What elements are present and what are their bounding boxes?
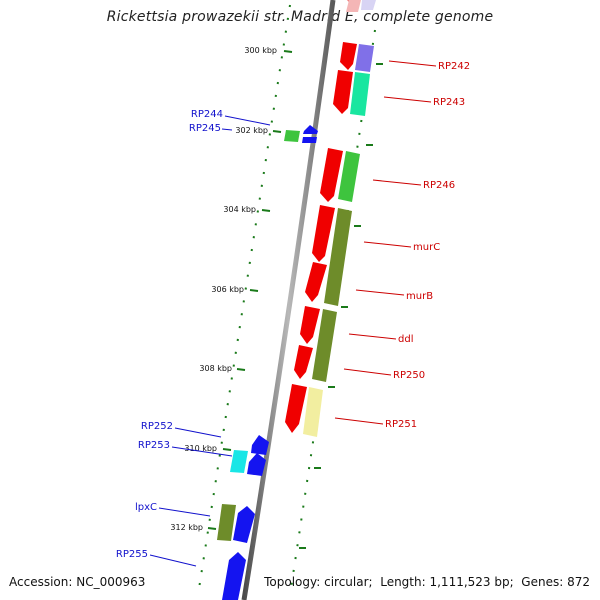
gene-label-RP242[interactable]: RP242 [438,61,470,72]
cog-box [303,387,323,437]
scale-tick-label: 302 kbp [235,126,268,135]
gene-label-RP252[interactable]: RP252 [141,421,173,432]
genome-title: Rickettsia prowazekii str. Madrid E, com… [106,9,494,25]
scale-tick-label: 306 kbp [211,285,244,294]
gene-arrow-murB[interactable] [305,262,327,302]
gene-label-RP245[interactable]: RP245 [189,123,221,134]
gene-label-lpxC[interactable]: lpxC [135,502,157,513]
forward-cog-boxes [217,130,300,541]
gene-arrow-RP252[interactable] [251,435,269,455]
scale-tick-mark [222,448,232,451]
gene-label-RP250[interactable]: RP250 [393,370,425,381]
genome-stats: Topology: circular; Length: 1,111,523 bp… [264,575,590,589]
gene-label-RP251[interactable]: RP251 [385,419,417,430]
genes-value: 872 [567,575,590,589]
label-leader-line [149,554,197,567]
scale-ticks: 300 kbp 302 kbp 304 kbp 306 kbp 308 kbp … [170,46,293,532]
outer-ring-ticks [299,63,383,549]
label-leader-line [224,115,271,126]
gene-label-RP246[interactable]: RP246 [423,180,455,191]
label-leader-line [158,507,211,517]
topology-label: Topology: [264,575,321,589]
gene-arrow-RP245[interactable] [302,137,317,143]
gene-arrow-RP251[interactable] [285,384,307,433]
gene-arrow-RP250[interactable] [294,345,313,379]
scale-tick-label: 310 kbp [184,444,217,453]
accession-info: Accession: NC_000963 [9,575,145,589]
scale-tick-label: 308 kbp [199,364,232,373]
gene-arrow-RP255[interactable] [222,552,246,600]
label-leader-line [174,427,222,438]
gene-label-ddl[interactable]: ddl [398,334,413,345]
cog-box [355,44,374,72]
cog-box [230,450,248,473]
cog-box [284,130,300,142]
scale-tick-mark [236,368,246,371]
label-leader-line [372,179,422,186]
gene-arrow-RP242[interactable] [340,42,357,70]
scale-tick-label: 312 kbp [170,523,203,532]
scale-tick-mark [207,527,217,530]
label-leader-line [383,96,432,103]
gene-label-RP243[interactable]: RP243 [433,97,465,108]
scale-tick-mark [249,289,259,292]
cog-box [338,151,360,202]
scale-tick-mark [283,50,293,53]
length-value: 1,111,523 bp [429,575,510,589]
gene-arrow-ddl[interactable] [300,306,320,344]
gene-arrow-lpxC[interactable] [233,506,255,543]
gene-label-murB[interactable]: murB [406,291,433,302]
forward-strand-genes [222,125,318,600]
forward-gene-labels: RP244 RP245 RP252 RP253 lpxC RP255 [116,109,271,567]
reverse-gene-labels: RP242 RP243 RP246 murC murB ddl RP250 RP… [334,60,470,430]
reverse-strand-genes [285,0,359,433]
scale-tick-label: 300 kbp [244,46,277,55]
cog-box [361,0,376,10]
genes-label: Genes: [521,575,564,589]
label-leader-line [171,446,233,457]
genome-backbone [241,0,336,600]
length-label: Length: [380,575,426,589]
cog-box [312,309,337,382]
gene-arrow-RP253[interactable] [247,453,266,476]
cog-box [350,72,370,116]
cog-box [346,0,361,12]
label-leader-line [348,333,397,340]
gene-arrow-RP246[interactable] [320,148,343,202]
topology-value: circular [324,575,369,589]
accession-label: Accession: [9,575,73,589]
gene-arrow-RP244[interactable] [303,125,318,134]
accession-value: NC_000963 [76,575,146,589]
gene-label-murC[interactable]: murC [413,242,440,253]
label-leader-line [363,241,412,248]
label-leader-line [221,128,233,131]
scale-tick-label: 304 kbp [223,205,256,214]
label-leader-line [343,368,392,376]
cog-box [324,208,352,306]
label-leader-line [388,60,437,67]
label-leader-line [355,289,405,296]
gene-label-RP244[interactable]: RP244 [191,109,223,120]
scale-tick-mark [261,209,271,212]
scale-tick-mark [272,130,282,133]
gene-arrow-murC[interactable] [312,205,335,262]
gene-arrow-RP243[interactable] [333,70,353,114]
cog-box [217,504,236,541]
gene-label-RP255[interactable]: RP255 [116,549,148,560]
reverse-cog-boxes [303,0,376,437]
label-leader-line [334,417,384,425]
gene-label-RP253[interactable]: RP253 [138,440,170,451]
inner-guide-ring [197,4,291,596]
